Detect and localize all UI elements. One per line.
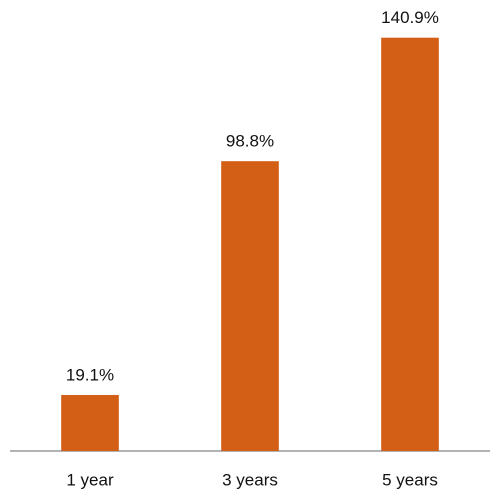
bar: [381, 37, 439, 452]
x-tick-label: 1 year: [66, 470, 114, 489]
x-tick-label: 3 years: [222, 470, 278, 489]
value-label: 140.9%: [381, 8, 439, 27]
x-tick-label: 5 years: [382, 470, 438, 489]
bar: [221, 161, 279, 452]
value-label: 19.1%: [66, 365, 114, 384]
bar: [61, 394, 119, 451]
value-label: 98.8%: [226, 132, 274, 151]
